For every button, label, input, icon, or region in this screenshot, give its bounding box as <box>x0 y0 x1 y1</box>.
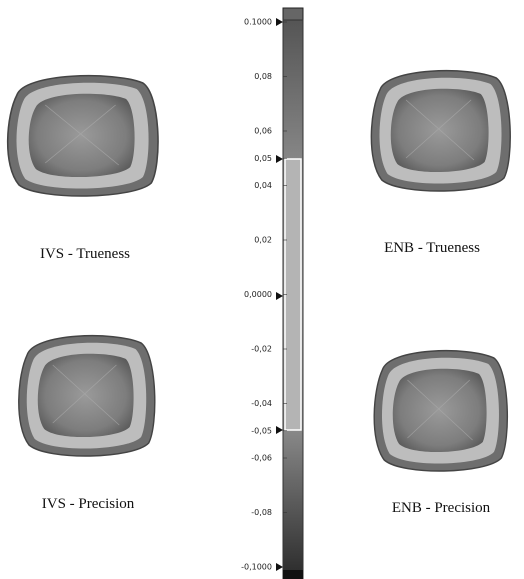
caption: IVS - Trueness <box>40 246 130 262</box>
scale-label: -0,1000 <box>241 563 272 572</box>
marker <box>276 292 283 300</box>
marker <box>276 563 283 571</box>
scale-label: -0,04 <box>251 399 272 408</box>
scan-image <box>19 336 155 456</box>
scale-label: -0,05 <box>251 426 272 435</box>
scale-cap <box>283 8 303 20</box>
scale-label: 0,06 <box>254 127 272 136</box>
marker <box>276 18 283 26</box>
scale-label: 0.1000 <box>244 18 272 27</box>
scan-image <box>8 76 158 196</box>
scale-label: -0,08 <box>251 508 272 517</box>
scan-image <box>371 71 510 191</box>
scale-label: -0,02 <box>251 345 272 354</box>
scale-label: 0,05 <box>254 154 272 163</box>
scan-image <box>374 351 507 471</box>
scale-end <box>283 570 303 579</box>
figure: IVS - Trueness ENB - Trueness IVS - Prec… <box>0 0 524 579</box>
tolerance-band <box>285 159 301 430</box>
markers <box>276 18 283 571</box>
caption: ENB - Trueness <box>384 240 480 256</box>
scale-label: 0,0000 <box>244 290 272 299</box>
scale-label: -0,06 <box>251 454 272 463</box>
scale-label: 0,04 <box>254 181 272 190</box>
scale-label: 0,02 <box>254 236 272 245</box>
marker <box>276 426 283 434</box>
scale-label: 0,08 <box>254 72 272 81</box>
caption: IVS - Precision <box>42 496 135 512</box>
marker <box>276 155 283 163</box>
caption: ENB - Precision <box>392 500 491 516</box>
